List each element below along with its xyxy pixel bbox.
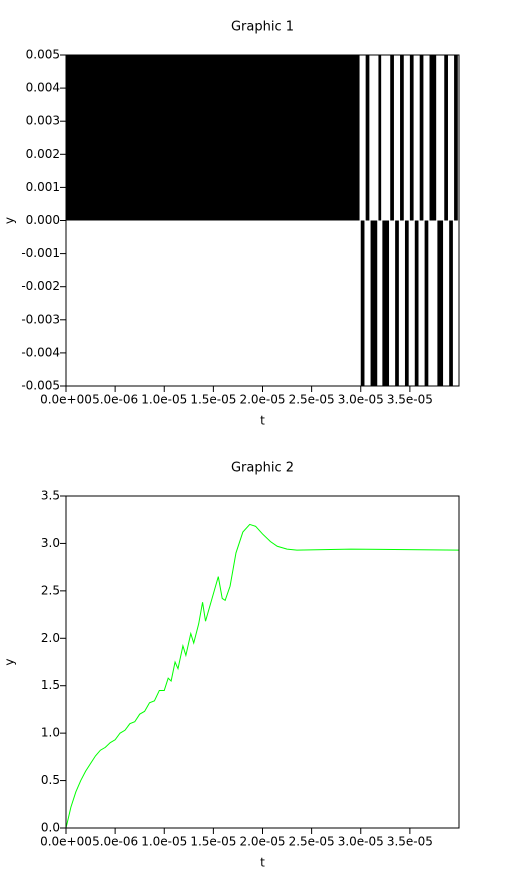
y-tick-label: 2.0 [41,631,60,645]
step-pulse [449,220,453,386]
x-tick-label: 2.0e-05 [239,835,285,849]
y-tick-label: 0.0 [41,821,60,835]
chart: Graphic 1 t y -0.005 -0.004 -0.003 -0.002 -0.00… [3,20,460,428]
step-pulse [414,220,419,386]
x-tick-label: 3.5e-05 [387,835,433,849]
step-pulse [409,55,414,221]
y-axis-label: y [3,658,17,665]
step-pulse [390,55,394,221]
x-tick-label: 0.0e+00 [40,835,92,849]
x-tick-label: 3.0e-05 [338,835,384,849]
x-tick-label: 2.5e-05 [289,835,335,849]
step-pulse [395,220,399,386]
x-tick-label: 3.5e-05 [387,393,433,407]
x-axis-label: t [260,856,265,870]
y-tick-label: 0.005 [26,48,60,62]
x-axis-label: t [260,414,265,428]
chart: Graphic 2 t y 0.0 0.5 1.0 1.5 2.0 2.5 3.0 3.5 0.0e+… [3,461,460,870]
step-pulse [454,55,458,221]
axes-frame [65,495,460,829]
y-axis-label: y [3,217,17,224]
x-tick-label: 1.0e-05 [141,393,187,407]
step-pulse [370,220,378,386]
step-pulse [419,55,424,221]
y-tick-label: 0.003 [26,114,60,128]
step-pulse [444,55,448,221]
step-pulse [404,220,409,386]
y-tick-label: -0.004 [21,345,60,359]
x-tick-label: 1.0e-05 [141,835,187,849]
y-tick-label: -0.001 [21,246,60,260]
x-tick-label: 5.0e-06 [92,393,138,407]
x-tick-label: 1.5e-05 [190,393,236,407]
x-tick-label: 2.5e-05 [289,393,335,407]
x-tick-label: 3.0e-05 [338,393,384,407]
y-tick-label: -0.005 [21,379,60,393]
y-tick-label: 3.0 [41,536,60,550]
y-tick-label: 0.5 [41,773,60,787]
chart-title: Graphic 2 [231,461,294,476]
chart-title: Graphic 1 [231,20,294,35]
y-tick-label: -0.003 [21,312,60,326]
line [66,523,459,828]
x-tick-label: 1.5e-05 [190,835,236,849]
step-pulse [400,55,404,221]
y-tick-label: 0.000 [26,213,60,227]
plot-area [66,523,459,828]
x-tick-label: 2.0e-05 [239,393,285,407]
y-tick-label: 1.0 [41,726,60,740]
step-pulse [382,220,390,386]
y-tick-label: 0.004 [26,81,60,95]
x-tick-label: 5.0e-06 [92,835,138,849]
step-pulse [424,220,429,386]
step-pulse [66,55,360,221]
step-pulse [365,55,370,221]
y-tick-label: 0.001 [26,180,60,194]
step-pulse [360,220,365,386]
x-tick-label: 0.0e+00 [40,393,92,407]
y-tick-label: 0.002 [26,147,60,161]
y-tick-label: -0.002 [21,279,60,293]
y-tick-label: 2.5 [41,583,60,597]
step-pulse [429,55,437,221]
plot-area [66,55,458,386]
step-pulse [437,220,444,386]
step-pulse [378,55,382,221]
y-tick-label: 1.5 [41,678,60,692]
y-tick-label: 3.5 [41,489,60,503]
